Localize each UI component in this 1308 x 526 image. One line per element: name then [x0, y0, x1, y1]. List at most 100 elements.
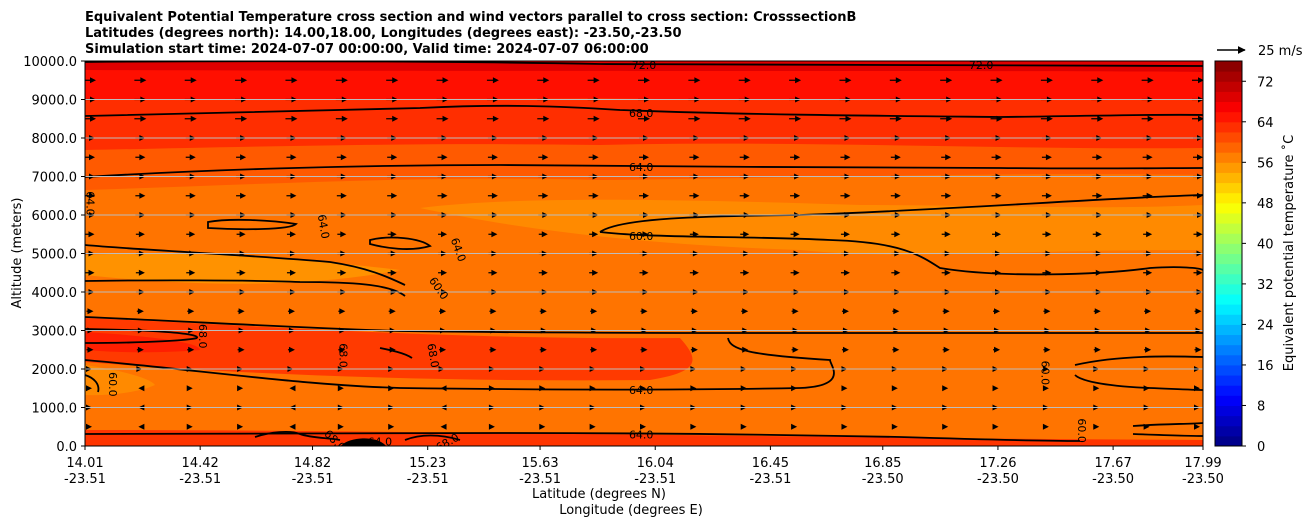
wind-arrowhead [289, 269, 296, 276]
wind-arrowhead [690, 385, 697, 392]
colorbar-band [1215, 233, 1242, 244]
wind-arrowhead [1143, 385, 1150, 392]
colorbar-band [1215, 304, 1242, 315]
wind-arrowhead [642, 269, 649, 276]
wind-arrowhead [490, 346, 497, 353]
colorbar-band [1215, 263, 1242, 275]
wind-arrowhead [842, 346, 849, 353]
wind-arrowhead [1096, 192, 1103, 199]
wind-arrowhead [644, 77, 650, 84]
wind-arrowhead [1196, 231, 1203, 238]
wind-arrowhead [792, 308, 799, 315]
wind-arrowhead [1146, 269, 1153, 276]
wind-arrowhead [791, 423, 798, 430]
contour-68-bottom-left [254, 430, 341, 441]
wind-arrowhead [138, 385, 145, 392]
wind-arrowhead [138, 423, 145, 430]
wind-arrowhead [1097, 115, 1104, 122]
wind-arrowhead [893, 346, 900, 353]
wind-arrowhead [1094, 346, 1101, 353]
colorbar-band [1215, 364, 1242, 376]
colorbar-tick-label: 0 [1257, 440, 1265, 455]
contour-60-line-middle [599, 231, 1203, 276]
wind-arrowhead [86, 423, 92, 430]
colorbar-frame [1214, 60, 1243, 447]
wind-arrowhead [238, 308, 245, 315]
wind-arrowhead [389, 308, 396, 315]
contour-label: 64.0 [84, 191, 97, 216]
x-tick-label-lon: -23.51 [407, 472, 449, 487]
x-tick-label-lat: 17.26 [979, 456, 1016, 471]
wind-arrowhead [992, 423, 999, 430]
wind-arrowhead [392, 77, 399, 84]
wind-arrowhead [1045, 231, 1052, 238]
wind-arrowhead [1096, 154, 1103, 161]
wind-arrowhead [288, 308, 295, 315]
wind-arrowhead [591, 308, 598, 315]
wind-arrowhead [996, 115, 1003, 122]
wind-arrowhead [592, 192, 599, 199]
wind-arrowhead [1196, 269, 1203, 276]
wind-arrowhead [390, 269, 397, 276]
wind-arrowhead [291, 77, 298, 84]
wind-arrowhead [237, 385, 244, 392]
contour-label: 60.0 [629, 230, 654, 243]
wind-arrowhead [693, 154, 700, 161]
wind-arrowhead [238, 346, 245, 353]
wind-arrowhead [844, 154, 851, 161]
wind-arrowhead [691, 346, 698, 353]
wind-arrowhead [340, 192, 347, 199]
wind-arrowhead [842, 308, 849, 315]
wind-arrowhead [744, 77, 751, 84]
colorbar-tick-label: 56 [1257, 156, 1274, 171]
wind-arrowhead [641, 308, 648, 315]
wind-arrowhead [995, 192, 1002, 199]
wind-arrowhead [540, 346, 547, 353]
wind-arrowhead [389, 346, 396, 353]
wind-arrowhead [87, 346, 94, 353]
wind-arrowhead [337, 423, 344, 430]
contour-68-upper [85, 316, 1203, 334]
contour-64-blob-left [207, 218, 298, 231]
colorbar-band [1215, 61, 1242, 72]
colorbar-band [1215, 354, 1242, 366]
wind-arrowhead [643, 154, 649, 161]
wind-arrowhead [388, 423, 395, 430]
contour-label: 60.0 [1039, 361, 1052, 386]
colorbar-band [1215, 385, 1242, 396]
wind-arrowhead [791, 385, 798, 392]
y-tick-label: 1000.0 [32, 402, 78, 417]
wind-arrowhead [944, 231, 951, 238]
contour-68-bottom-mid [404, 434, 461, 441]
wind-arrowhead [1045, 269, 1052, 276]
x-tick-label-lat: 14.01 [66, 456, 103, 471]
wind-arrowhead [592, 269, 599, 276]
wind-arrowhead [1194, 423, 1200, 430]
wind-arrowhead [442, 115, 449, 122]
y-tick-label: 4000.0 [32, 286, 78, 301]
wind-arrowhead [943, 308, 950, 315]
grid-lines [85, 99, 1203, 408]
wind-arrowhead [341, 77, 348, 84]
wind-arrowhead [189, 231, 196, 238]
contour-label: 68.0 [424, 342, 441, 368]
wind-arrowhead [946, 115, 953, 122]
contour-label: 60.0 [1075, 418, 1088, 443]
y-tick-label: 5000.0 [32, 248, 78, 263]
wind-arrowhead [89, 154, 95, 161]
wind-arrowhead [1044, 308, 1051, 315]
y-axis-label: Altitude (meters) [10, 198, 25, 309]
wind-arrowhead [90, 115, 96, 122]
contour-label: 72.0 [969, 59, 994, 72]
wind-arrowhead [541, 269, 548, 276]
wind-arrowhead [440, 346, 447, 353]
wind-arrowhead [1195, 346, 1202, 353]
colorbar-band [1215, 435, 1242, 447]
colorbar-band [1215, 152, 1242, 163]
wind-arrowhead [190, 115, 197, 122]
x-tick-label-lon: -23.51 [292, 472, 334, 487]
wind-arrowhead [845, 115, 852, 122]
wind-arrowhead [795, 77, 802, 84]
wind-arrowhead [1093, 423, 1100, 430]
wind-arrowhead [740, 423, 747, 430]
